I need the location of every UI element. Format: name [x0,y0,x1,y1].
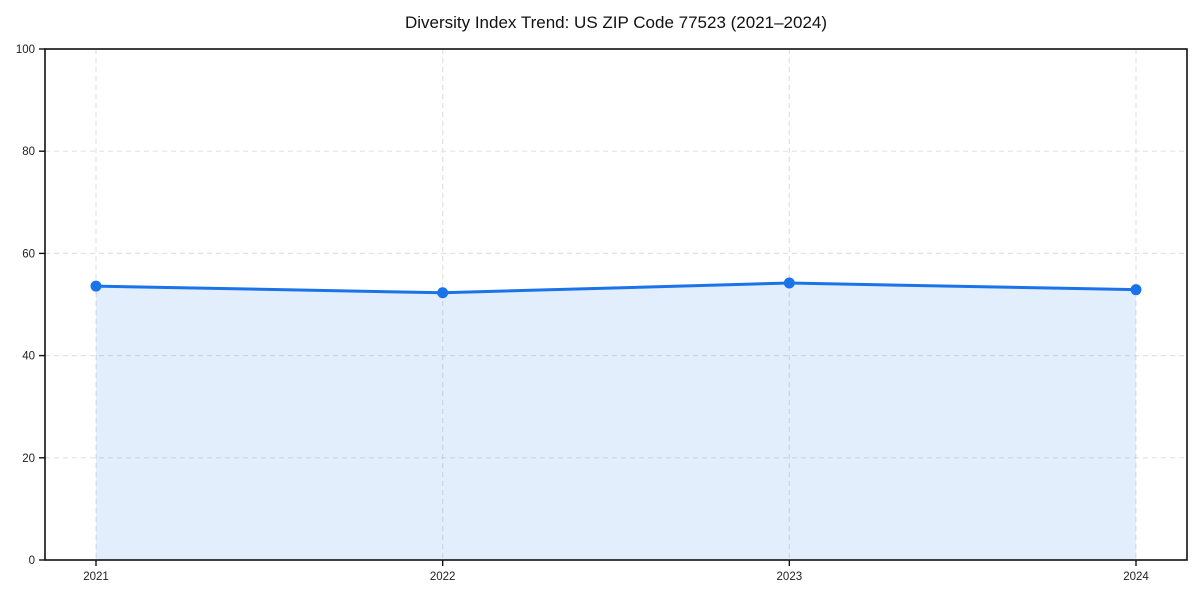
x-tick-label: 2021 [83,571,109,583]
chart-title: Diversity Index Trend: US ZIP Code 77523… [404,13,828,32]
x-tick-label: 2024 [1123,571,1149,583]
y-tick-label: 0 [29,555,35,567]
plot-border [44,48,1188,561]
data-point-markers [90,277,1142,299]
data-point-marker [90,280,102,292]
trend-line [94,281,1138,295]
x-gridlines [95,49,1137,560]
area-fill [96,283,1136,560]
y-tick-label: 20 [22,453,35,465]
y-tick-label: 60 [22,248,35,260]
data-point-marker [1130,284,1142,296]
y-tick-label: 40 [22,351,35,363]
x-tick-label: 2022 [430,571,456,583]
data-point-marker [437,287,449,299]
x-axis-ticks: 2021 2022 2023 2024 [83,560,1149,583]
data-point-marker [783,277,795,289]
y-tick-label: 80 [22,146,35,158]
y-tick-label: 100 [16,44,35,56]
y-axis-ticks: 0 20 40 60 80 100 [16,44,45,567]
x-tick-label: 2023 [777,571,803,583]
